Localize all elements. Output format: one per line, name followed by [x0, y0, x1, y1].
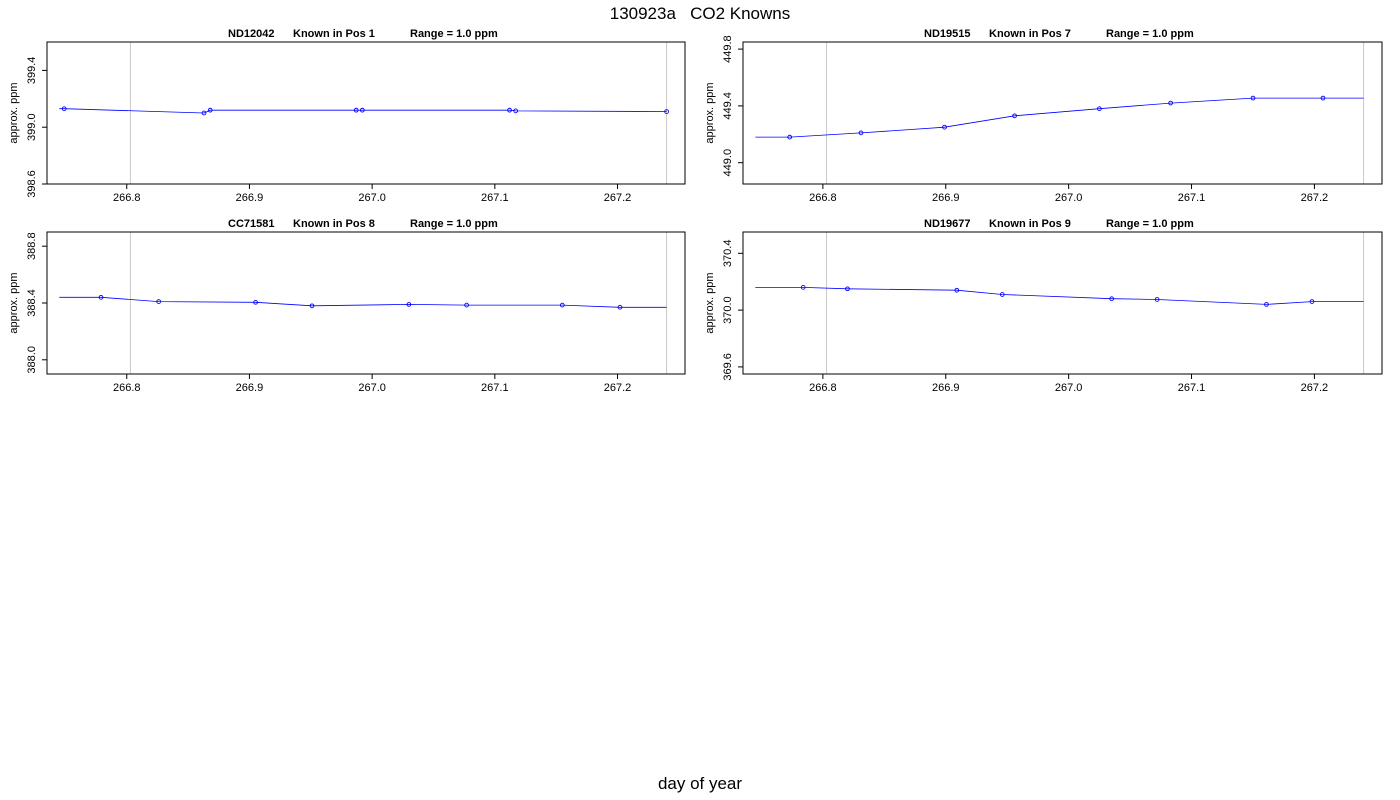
data-point — [999, 292, 1005, 297]
x-tick-label: 266.9 — [932, 192, 960, 204]
data-point — [617, 304, 623, 310]
series-line — [59, 296, 667, 308]
x-tick-label: 266.9 — [236, 192, 264, 204]
panel-2: 266.8 266.9 267.0 267.1 267.2 449.0 449.4 449.8… — [704, 28, 1383, 204]
x-tick-label: 267.0 — [1055, 192, 1083, 204]
panel-title-position: Known in Pos 9 — [989, 218, 1071, 230]
y-tick-label: 388.8 — [26, 232, 38, 260]
x-tick-label: 267.1 — [1178, 382, 1206, 394]
x-tick-label: 266.8 — [809, 192, 837, 204]
data-point — [1154, 297, 1160, 302]
data-point — [156, 299, 161, 304]
panel-title-range: Range = 1.0 ppm — [1106, 28, 1194, 40]
data-point — [942, 124, 947, 130]
x-tick-label: 267.1 — [481, 382, 509, 394]
x-axis-label: day of year — [657, 774, 743, 793]
y-tick-label: 449.8 — [722, 35, 734, 63]
y-axis-label: approx. ppm — [704, 272, 716, 333]
plot-frame — [46, 41, 686, 185]
page-title: 130923a CO2 Knowns — [609, 4, 791, 23]
data-point — [513, 108, 519, 114]
x-tick-label: 266.8 — [113, 192, 141, 204]
data-point — [359, 107, 365, 113]
y-tick-label: 388.4 — [26, 289, 38, 317]
data-point — [1097, 106, 1102, 112]
y-tick-label: 370.4 — [722, 240, 734, 268]
panel-title-id: ND19515 — [924, 28, 970, 40]
data-point — [845, 286, 850, 292]
x-tick-label: 267.1 — [481, 192, 509, 204]
data-point — [1264, 302, 1269, 307]
panel-title-id: ND12042 — [228, 28, 274, 40]
data-point — [309, 303, 315, 309]
x-tick-label: 266.8 — [113, 382, 141, 394]
data-point — [1168, 100, 1173, 106]
y-axis-label: approx. ppm — [8, 272, 20, 333]
panel-title-id: ND19677 — [924, 218, 970, 230]
series-line — [755, 286, 1364, 305]
y-tick-label: 388.0 — [26, 346, 38, 374]
data-point — [507, 107, 512, 113]
y-tick-label: 449.0 — [722, 149, 734, 177]
x-tick-label: 267.2 — [1301, 192, 1329, 204]
data-point — [1320, 95, 1326, 101]
panel-title-range: Range = 1.0 ppm — [1106, 218, 1194, 230]
y-tick-label: 398.6 — [26, 170, 38, 198]
data-point — [353, 107, 359, 113]
y-axis-label: approx. ppm — [704, 82, 716, 143]
data-point — [954, 287, 960, 293]
y-tick-label: 369.6 — [722, 353, 734, 381]
data-point — [253, 299, 258, 305]
plot-frame — [742, 231, 1383, 375]
x-tick-label: 267.2 — [604, 192, 632, 204]
x-tick-label: 267.2 — [1301, 382, 1329, 394]
x-tick-label: 267.0 — [358, 192, 386, 204]
x-tick-label: 266.9 — [932, 382, 960, 394]
data-point — [1250, 95, 1256, 101]
panel-3: 266.8 266.9 267.0 267.1 267.2 388.0 388.4 388.8… — [8, 218, 686, 394]
data-point — [664, 109, 669, 114]
data-point — [201, 110, 207, 116]
panel-title-range: Range = 1.0 ppm — [410, 28, 498, 40]
x-tick-label: 266.8 — [809, 382, 837, 394]
data-point — [98, 294, 104, 300]
panel-4: 266.8 266.9 267.0 267.1 267.2 369.6 370.0 370.4… — [704, 218, 1383, 394]
data-point — [1309, 299, 1315, 304]
data-point — [61, 106, 67, 112]
data-point — [787, 134, 793, 140]
panel-title-position: Known in Pos 7 — [989, 28, 1071, 40]
y-tick-label: 399.0 — [26, 113, 38, 141]
x-tick-label: 267.0 — [358, 382, 386, 394]
data-point — [800, 285, 806, 290]
panel-title-range: Range = 1.0 ppm — [410, 218, 498, 230]
x-tick-label: 267.1 — [1178, 192, 1206, 204]
y-axis-label: approx. ppm — [8, 82, 20, 143]
x-tick-label: 266.9 — [236, 382, 264, 394]
panel-title-position: Known in Pos 1 — [293, 28, 375, 40]
y-tick-label: 449.4 — [722, 92, 734, 120]
plot-frame — [46, 231, 686, 375]
y-tick-label: 370.0 — [722, 296, 734, 324]
x-tick-label: 267.0 — [1055, 382, 1083, 394]
series-line — [755, 97, 1364, 138]
y-tick-label: 399.4 — [26, 57, 38, 85]
data-point — [406, 302, 412, 307]
x-tick-label: 267.2 — [604, 382, 632, 394]
data-point — [1109, 296, 1115, 302]
plot-frame — [742, 41, 1383, 185]
data-point — [207, 107, 213, 113]
panel-title-id: CC71581 — [228, 218, 274, 230]
data-point — [559, 302, 565, 308]
data-point — [464, 302, 469, 308]
data-point — [1012, 113, 1017, 119]
data-point — [858, 130, 864, 136]
panel-1: 266.8 266.9 267.0 267.1 267.2 398.6 399.0 399.4… — [8, 28, 686, 204]
panel-title-position: Known in Pos 8 — [293, 218, 375, 230]
